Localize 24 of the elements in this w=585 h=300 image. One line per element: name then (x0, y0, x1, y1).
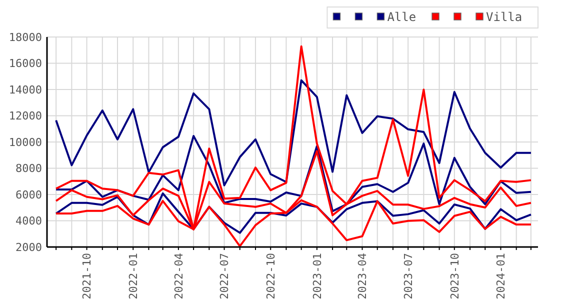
x-tick-label: 2022-10 (264, 253, 278, 300)
legend-label: Alle (387, 10, 416, 24)
y-tick-label: 10000 (8, 136, 42, 149)
legend-label: Villa (486, 10, 522, 24)
line-series (55, 192, 532, 234)
y-tick-label: 14000 (8, 83, 42, 96)
x-tick-label: 2021-10 (80, 253, 94, 300)
line-series (55, 79, 532, 186)
line-series (55, 134, 532, 212)
y-tick-label: 18000 (8, 30, 42, 44)
x-tick-label: 2022-07 (218, 253, 232, 300)
y-tick-label: 8000 (16, 162, 42, 176)
y-tick-label: 6000 (16, 188, 42, 202)
x-tick-label: 2023-01 (310, 253, 324, 300)
y-tick-label: 2000 (16, 240, 42, 254)
x-tick-label: 2022-04 (172, 252, 186, 300)
x-tick-label: 2024-01 (494, 253, 508, 300)
x-tick-label: 2023-07 (402, 253, 415, 300)
y-tick-label: 4000 (16, 214, 42, 228)
x-tick-label: 2023-10 (448, 253, 462, 300)
y-tick-label: 16000 (8, 57, 42, 70)
y-tick-label: 12000 (8, 110, 42, 123)
x-tick-label: 2022-01 (126, 253, 140, 300)
x-tick-label: 2023-04 (356, 252, 370, 300)
